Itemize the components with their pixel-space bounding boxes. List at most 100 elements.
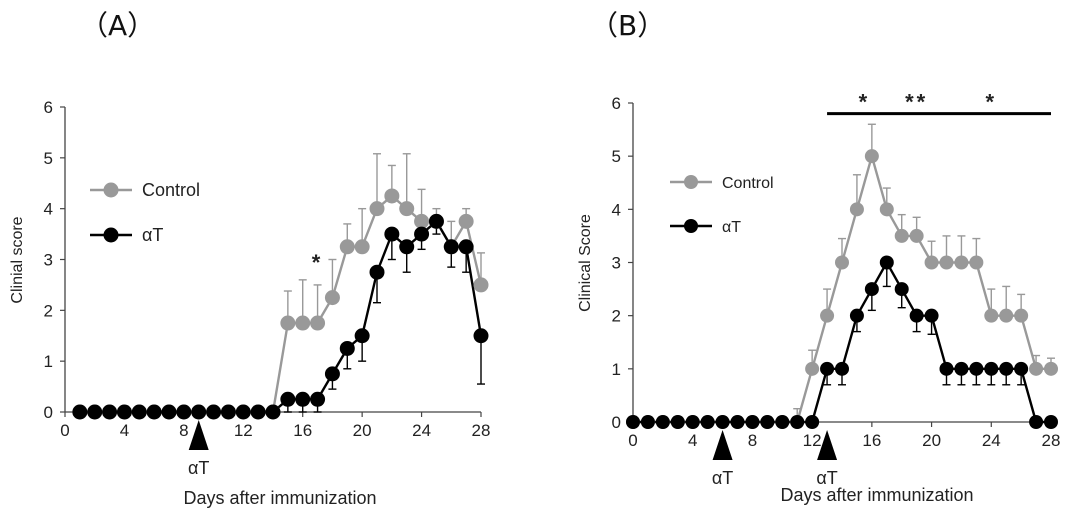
chart-a-x-tick-label: 24 xyxy=(412,421,431,440)
chart-a-data-point-1 xyxy=(176,404,192,420)
chart-a-data-point-1 xyxy=(131,404,147,420)
chart-a-data-point-0 xyxy=(369,201,385,217)
chart-a-data-point-0 xyxy=(414,213,430,229)
chart-b-data-point-0 xyxy=(849,202,864,217)
chart-b-data-point-0 xyxy=(909,228,924,243)
chart-a-y-tick-label: 3 xyxy=(44,251,53,270)
chart-b-significance-marker: * xyxy=(986,90,998,115)
chart-b-data-point-1 xyxy=(790,415,805,429)
chart-a-data-point-0 xyxy=(458,213,474,229)
chart-b-treatment-label: αT xyxy=(712,468,733,488)
chart-b-data-point-1 xyxy=(984,361,999,376)
chart-b-data-point-1 xyxy=(805,415,820,429)
chart-b-data-point-1 xyxy=(1014,361,1029,376)
chart-b-x-tick-label: 4 xyxy=(688,431,697,450)
chart-b-data-point-1 xyxy=(626,415,640,429)
chart-a-y-tick-label: 4 xyxy=(44,200,53,219)
chart-b-data-point-0 xyxy=(1014,308,1029,323)
chart-a-data-point-0 xyxy=(324,290,340,306)
chart-b-y-tick-label: 3 xyxy=(612,254,621,273)
chart-b-x-tick-label: 20 xyxy=(922,431,941,450)
chart-a-data-point-0 xyxy=(399,201,415,217)
chart-b-y-tick-label: 2 xyxy=(612,307,621,326)
chart-b-x-tick-label: 28 xyxy=(1042,431,1061,450)
chart-b-data-point-0 xyxy=(924,255,939,270)
chart-a-data-point-1 xyxy=(384,226,400,242)
chart-a-data-point-1 xyxy=(191,404,207,420)
chart-b-data-point-0 xyxy=(939,255,954,270)
chart-a-data-point-1 xyxy=(235,404,251,420)
chart-a-significance-marker: * xyxy=(312,250,324,275)
chart-b-legend-marker-1 xyxy=(684,219,698,233)
chart-a-data-point-1 xyxy=(161,404,177,420)
chart-a-data-point-0 xyxy=(295,315,311,331)
chart-b-data-point-0 xyxy=(894,228,909,243)
chart-b-data-point-1 xyxy=(775,415,790,429)
chart-a-data-point-0 xyxy=(384,188,400,204)
chart-a-y-tick-label: 1 xyxy=(44,352,53,371)
chart-a-data-point-1 xyxy=(414,226,430,242)
chart-a-data-point-0 xyxy=(473,277,489,293)
chart-a-treatment-label: αT xyxy=(188,458,209,478)
chart-b-treatment-marker xyxy=(712,430,733,460)
chart-a-data-point-0 xyxy=(280,315,296,331)
chart-b-data-point-0 xyxy=(805,361,820,376)
chart-a-x-tick-label: 20 xyxy=(353,421,372,440)
chart-a-data-point-1 xyxy=(72,404,88,420)
chart-b-data-point-0 xyxy=(969,255,984,270)
chart-b-series-line-1 xyxy=(633,260,1051,424)
chart-a-data-point-0 xyxy=(339,239,355,255)
chart-b-y-tick-label: 6 xyxy=(612,94,621,113)
chart-a-y-tick-label: 6 xyxy=(44,98,53,117)
chart-b-data-point-1 xyxy=(939,361,954,376)
chart-a-y-tick-label: 2 xyxy=(44,301,53,320)
chart-b-data-point-1 xyxy=(864,282,879,297)
chart-b-data-point-0 xyxy=(820,308,835,323)
chart-b-x-tick-label: 16 xyxy=(862,431,881,450)
chart-b-data-point-0 xyxy=(879,202,894,217)
chart-a-y-tick-label: 5 xyxy=(44,149,53,168)
chart-b-y-tick-label: 0 xyxy=(612,413,621,432)
chart-a-treatment-marker xyxy=(188,420,209,450)
chart-a-data-point-1 xyxy=(220,404,236,420)
chart-a-legend-label-1: αT xyxy=(142,225,163,245)
chart-a-data-point-1 xyxy=(369,264,385,280)
chart-b-x-tick-label: 12 xyxy=(803,431,822,450)
chart-a-data-point-0 xyxy=(354,239,370,255)
chart-b-treatment-marker xyxy=(817,430,838,460)
chart-b-legend-marker-0 xyxy=(684,175,698,189)
chart-a-data-point-1 xyxy=(102,404,118,420)
chart-b-data-point-1 xyxy=(655,415,670,429)
chart-b-data-point-1 xyxy=(999,361,1014,376)
chart-a-data-point-1 xyxy=(339,340,355,356)
chart-b-data-point-1 xyxy=(715,415,730,429)
chart-b-data-point-1 xyxy=(700,415,715,429)
chart-b-data-point-1 xyxy=(969,361,984,376)
chart-a-data-point-1 xyxy=(458,239,474,255)
chart-b-data-point-0 xyxy=(835,255,849,270)
chart-b-data-point-1 xyxy=(924,308,939,323)
chart-a-data-point-1 xyxy=(473,328,489,344)
chart-a-data-point-1 xyxy=(428,213,444,229)
chart-b-data-point-1 xyxy=(894,282,909,297)
chart-b-data-point-1 xyxy=(835,361,849,376)
chart-b-x-tick-label: 0 xyxy=(628,431,637,450)
chart-b-significance-marker: ** xyxy=(905,90,928,115)
chart-b-data-point-0 xyxy=(864,149,879,164)
chart-b-data-point-1 xyxy=(760,415,775,429)
chart-a-legend-marker-0 xyxy=(103,182,119,198)
chart-b-data-point-0 xyxy=(954,255,969,270)
chart-b-data-point-1 xyxy=(879,255,894,270)
chart-b-y-tick-label: 5 xyxy=(612,147,621,166)
chart-a-data-point-1 xyxy=(116,404,132,420)
chart-a-x-tick-label: 4 xyxy=(120,421,129,440)
chart-a-x-tick-label: 12 xyxy=(234,421,253,440)
panel-a-label: （A） xyxy=(80,9,156,42)
chart-b-data-point-1 xyxy=(954,361,969,376)
chart-b-data-point-1 xyxy=(820,361,835,376)
chart-a-x-tick-label: 0 xyxy=(60,421,69,440)
chart-b-treatment-label: αT xyxy=(816,468,837,488)
chart-b-x-axis-title: Days after immunization xyxy=(780,485,973,505)
